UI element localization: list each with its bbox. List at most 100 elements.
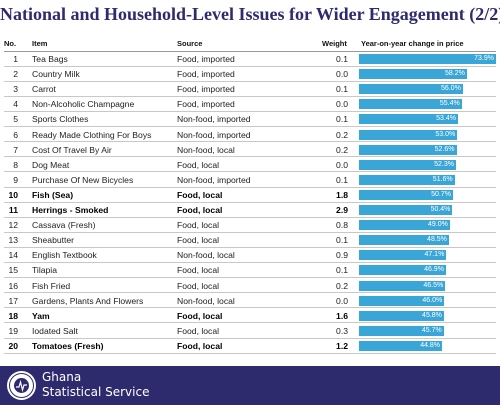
bar-track: 58.2% (359, 69, 496, 80)
table-row: 2 Country Milk Food, imported 0.0 58.2% (4, 67, 496, 82)
bar-track: 53.4% (359, 114, 496, 125)
table-row: 3 Carrot Food, imported 0.1 56.0% (4, 82, 496, 97)
price-change-bar: 53.4% (359, 114, 458, 125)
row-number: 15 (8, 265, 18, 276)
price-change-bar: 47.1% (359, 250, 447, 261)
table-row: 1 Tea Bags Food, imported 0.1 73.9% (4, 52, 496, 67)
row-weight: 1.2 (336, 340, 348, 351)
bar-value-label: 51.6% (432, 175, 453, 183)
row-number: 19 (8, 325, 18, 336)
price-change-bar: 56.0% (359, 84, 463, 95)
row-source: Non-food, imported (177, 114, 251, 125)
row-item: Dog Meat (32, 159, 70, 170)
row-source: Non-food, local (177, 250, 235, 261)
header-change: Year-on-year change in price (361, 39, 464, 48)
price-change-bar: 52.3% (359, 159, 456, 170)
row-number: 18 (8, 310, 18, 321)
table-row: 6 Ready Made Clothing For Boys Non-food, i… (4, 128, 496, 143)
row-number: 9 (13, 174, 18, 185)
row-number: 17 (8, 295, 18, 306)
bar-value-label: 52.6% (434, 145, 455, 153)
row-item: Tomatoes (Fresh) (32, 340, 104, 351)
table-row: 9 Purchase Of New Bicycles Non-food, impor… (4, 173, 496, 188)
table-header: No. Item Source Weight Year-on-year chan… (0, 39, 500, 51)
bar-track: 56.0% (359, 84, 496, 95)
row-source: Food, imported (177, 54, 235, 64)
price-change-bar: 50.4% (359, 205, 453, 215)
table-row: 8 Dog Meat Food, local 0.0 52.3% (4, 158, 496, 173)
row-number: 11 (8, 205, 18, 215)
bar-track: 48.5% (359, 235, 496, 246)
row-source: Food, imported (177, 84, 235, 95)
row-source: Food, local (177, 189, 223, 200)
row-weight: 0.0 (336, 295, 348, 306)
row-item: Tilapia (32, 265, 57, 276)
row-source: Non-food, local (177, 144, 235, 155)
price-change-bar: 44.8% (359, 340, 443, 351)
row-weight: 0.1 (336, 84, 348, 95)
price-change-bar: 46.0% (359, 295, 445, 306)
row-source: Food, local (177, 220, 220, 231)
table-row: 10 Fish (Sea) Food, local 1.8 50.7% (4, 188, 496, 203)
bar-track: 47.1% (359, 250, 496, 261)
row-item: Fish (Sea) (32, 189, 74, 200)
bar-value-label: 46.9% (424, 266, 444, 274)
price-change-bar: 73.9% (359, 54, 496, 64)
brand-line-1: Ghana (42, 370, 82, 384)
table-row: 4 Non-Alcoholic Champagne Food, imported 0.… (4, 97, 496, 113)
page-title: National and Household-Level Issues for … (0, 4, 500, 24)
row-item: Sports Clothes (32, 114, 89, 125)
row-number: 20 (8, 340, 18, 351)
price-change-bar: 46.5% (359, 280, 446, 291)
bar-track: 46.9% (359, 265, 496, 276)
bar-value-label: 50.7% (431, 190, 451, 198)
row-weight: 0.1 (336, 265, 348, 276)
table-row: 12 Cassava (Fresh) Food, local 0.8 49.0% (4, 218, 496, 233)
brand-name: Ghana Statistical Service (42, 370, 149, 400)
price-change-bar: 51.6% (359, 174, 455, 185)
bar-track: 46.5% (359, 280, 496, 291)
row-weight: 0.3 (336, 325, 348, 336)
table-row: 13 Sheabutter Food, local 0.1 48.5% (4, 233, 496, 248)
price-change-bar: 53.0% (359, 129, 458, 140)
bar-value-label: 46.0% (422, 296, 443, 304)
row-number: 5 (13, 114, 18, 125)
bar-track: 53.0% (359, 129, 496, 140)
price-change-bar: 58.2% (359, 69, 467, 80)
row-number: 4 (13, 99, 18, 110)
brand-line-2: Statistical Service (42, 385, 150, 399)
row-source: Food, imported (177, 69, 235, 80)
row-item: Country Milk (32, 69, 80, 80)
price-change-bar: 46.9% (359, 265, 446, 276)
bar-track: 50.4% (359, 205, 496, 215)
table-row: 11 Herrings - Smoked Food, local 2.9 50.4% (4, 203, 496, 218)
bar-value-label: 55.4% (439, 100, 460, 108)
row-weight: 0.8 (336, 220, 348, 231)
row-weight: 0.1 (336, 174, 348, 185)
row-source: Food, local (177, 280, 220, 291)
row-number: 1 (13, 54, 18, 64)
row-number: 10 (8, 189, 18, 200)
row-weight: 0.0 (336, 159, 348, 170)
row-weight: 0.9 (336, 250, 348, 261)
bar-track: 51.6% (359, 174, 496, 185)
header-no: No. (4, 39, 17, 48)
bar-value-label: 44.8% (420, 341, 441, 349)
row-item: Tea Bags (32, 54, 68, 64)
bar-track: 73.9% (359, 54, 496, 64)
header-item: Item (32, 39, 48, 48)
bar-value-label: 47.1% (424, 251, 445, 259)
bar-track: 49.0% (359, 220, 496, 231)
row-source: Food, imported (177, 99, 235, 110)
bar-track: 52.3% (359, 159, 496, 170)
row-weight: 0.1 (336, 235, 348, 246)
bar-value-label: 53.0% (435, 130, 456, 138)
bar-track: 46.0% (359, 295, 496, 306)
bar-track: 52.6% (359, 144, 496, 155)
row-item: English Textbook (32, 250, 97, 261)
row-number: 3 (13, 84, 18, 95)
row-number: 7 (13, 144, 18, 155)
row-number: 16 (8, 280, 18, 291)
row-source: Food, local (177, 325, 220, 336)
row-source: Food, local (177, 205, 223, 215)
